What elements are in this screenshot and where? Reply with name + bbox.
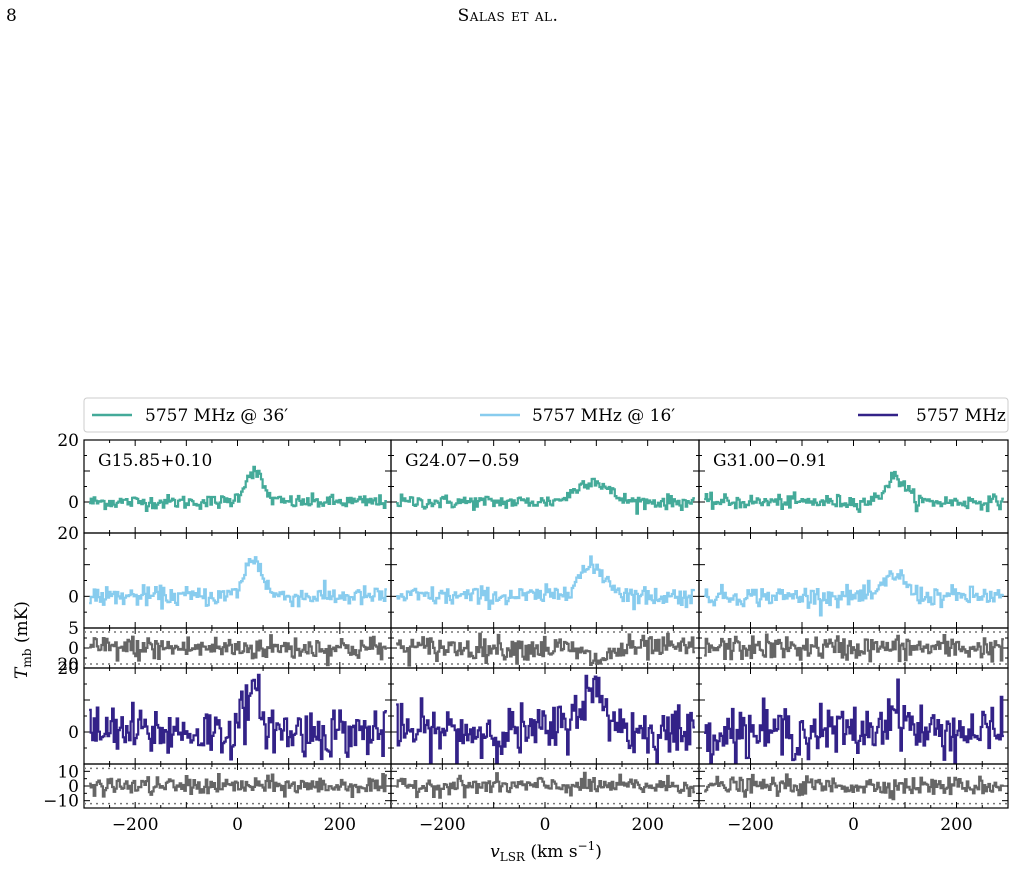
running-head: Salas et al. [457,6,559,26]
x-tick-label: 0 [848,815,859,835]
panel-frame [390,532,700,629]
spectrum-line [396,674,695,765]
panel-r4-c2 [390,667,700,765]
spectrum-line [704,569,1004,617]
source-label: G31.00−0.91 [713,451,827,471]
x-tick-label: −200 [419,815,466,835]
x-tick-label: −200 [112,815,159,835]
x-axis-title: vLSR (km s−1) [490,839,602,864]
spectrum-line [396,477,695,515]
x-tick-label: 0 [232,815,243,835]
panel-r2-c2 [390,532,700,629]
x-tick-label: −200 [727,815,774,835]
panel-r4-c1 [83,667,392,765]
spectrum-line [89,465,387,512]
panel-r2-c1 [83,532,392,629]
y-tick-label: 20 [57,431,79,451]
panel-r1-c2: G24.07−0.59 [390,439,700,534]
x-tick-label: 200 [940,815,972,835]
y-tick-label-overlap: 20 [57,655,79,675]
spectrum-line [704,633,1004,663]
spectrum-line [89,673,387,761]
y-tick-label: 10 [57,762,79,782]
panel-r5-c3 [698,763,1009,809]
spectrum-line [704,773,1004,801]
legend-label-3: 5757 MHz [916,406,1006,426]
panel-r3-c2 [390,627,700,669]
legend-frame [83,397,1009,433]
x-tick-label: 0 [540,815,551,835]
spectrum-line [89,634,387,667]
panel-r5-c2 [390,763,700,809]
legend-label-2: 5757 MHz @ 16′ [532,406,675,426]
panel-r3-c1 [83,627,392,669]
panel-r5-c1 [83,763,392,809]
spectrum-line [89,773,387,798]
panel-r1-c3: G31.00−0.91 [698,439,1009,534]
source-label: G24.07−0.59 [405,451,519,471]
panel-r2-c3 [698,532,1009,629]
panel-r1-c1: G15.85+0.10 [83,439,392,534]
x-tick-label: 200 [324,815,356,835]
panel-r4-c3 [698,667,1009,765]
spectrum-line [396,771,695,799]
legend-label-1: 5757 MHz @ 36′ [145,406,288,426]
y-tick-label: 0 [68,723,79,743]
y-tick-label: 0 [68,587,79,607]
page-number: 8 [6,6,17,26]
y-tick-label: 20 [57,659,79,679]
spectrum-line [704,678,1004,765]
y-tick-label: −10 [43,792,79,812]
y-axis-title: Tmb (mK) [12,601,34,679]
legend: 5757 MHz @ 36′ 5757 MHz @ 16′ 5757 MHz [83,397,1009,433]
spectra-panels: G15.85+0.10 G24.07−0.59 G31.00−0.91 [83,439,1009,809]
panel-r3-c3 [698,627,1009,669]
x-tick-label: 200 [631,815,663,835]
y-tick-label: 0 [68,777,79,797]
y-tick-label: 0 [68,639,79,659]
y-tick-label: 5 [68,619,79,639]
y-tick-label: 0 [68,493,79,513]
spectrum-line [396,632,695,667]
spectrum-line [89,556,387,610]
spectrum-line [396,555,695,611]
source-label: G15.85+0.10 [98,451,212,471]
panel-frame [698,532,1009,629]
y-tick-label: 20 [57,524,79,544]
panel-frame [83,532,392,629]
spectrum-line [704,470,1004,513]
